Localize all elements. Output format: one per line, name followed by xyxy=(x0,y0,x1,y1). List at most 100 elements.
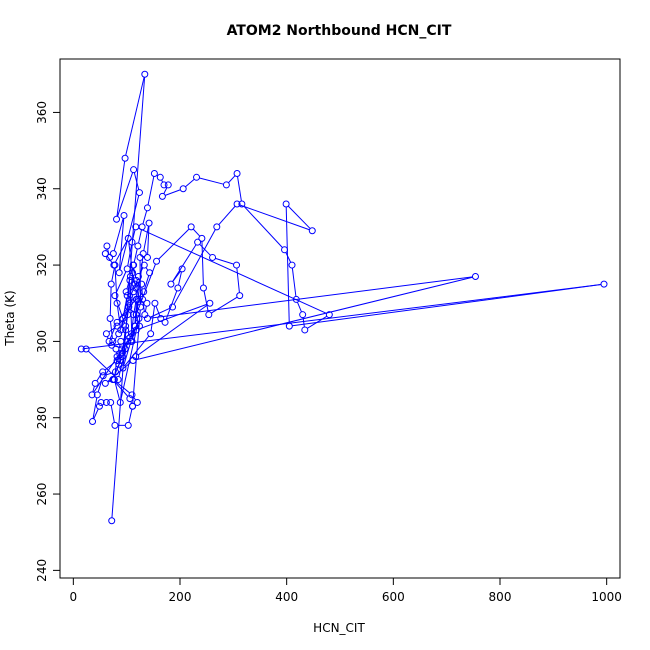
series-line-segment xyxy=(115,271,127,294)
series-line-segment xyxy=(158,228,190,260)
series-line-segment xyxy=(150,276,473,319)
data-point xyxy=(118,345,126,353)
series-line-segment xyxy=(111,267,115,282)
data-point xyxy=(113,356,121,364)
x-tick-label: 200 xyxy=(169,590,192,604)
y-tick-label: 240 xyxy=(35,559,49,582)
x-tick-label: 1000 xyxy=(591,590,622,604)
data-point xyxy=(143,315,151,322)
data-point xyxy=(77,345,85,353)
data-point xyxy=(123,265,131,273)
y-tick-label: 340 xyxy=(35,177,49,200)
series-line-segment xyxy=(133,248,138,263)
series-line-segment xyxy=(201,241,204,285)
series-line-segment xyxy=(108,327,115,333)
data-point xyxy=(292,295,300,303)
data-point xyxy=(127,330,135,338)
series-line-segment xyxy=(292,284,602,327)
series-line-segment xyxy=(155,305,161,316)
series-line-segment xyxy=(116,362,120,370)
data-point xyxy=(150,169,158,177)
data-point xyxy=(158,192,166,200)
data-point xyxy=(106,315,114,322)
data-point xyxy=(199,284,207,292)
data-point xyxy=(132,223,140,231)
data-point xyxy=(288,261,296,269)
data-point xyxy=(107,280,115,288)
data-point xyxy=(126,395,134,403)
data-point xyxy=(213,223,221,231)
series-line-segment xyxy=(115,381,130,394)
data-point xyxy=(299,311,307,319)
series-line-segment xyxy=(114,240,128,263)
data-point xyxy=(132,284,140,292)
data-point xyxy=(82,345,90,353)
data-point xyxy=(141,70,149,78)
series-line-segment xyxy=(92,397,98,419)
series-line-segment xyxy=(117,172,134,217)
data-point xyxy=(129,261,137,269)
data-point xyxy=(600,280,608,288)
data-point xyxy=(126,334,134,342)
series-line-segment xyxy=(141,287,143,297)
data-point xyxy=(285,322,293,330)
data-point xyxy=(130,311,138,319)
data-point xyxy=(128,391,136,399)
data-point xyxy=(132,353,140,361)
data-point xyxy=(206,299,214,307)
data-point xyxy=(130,166,138,174)
data-point xyxy=(129,402,137,410)
series-line-segment xyxy=(228,175,236,184)
data-point xyxy=(120,211,128,219)
y-tick-label: 260 xyxy=(35,483,49,506)
data-point xyxy=(135,189,143,197)
data-point xyxy=(193,173,201,181)
data-point xyxy=(124,421,132,429)
data-point xyxy=(143,253,151,261)
series-line-segment xyxy=(138,303,208,330)
y-tick-label: 300 xyxy=(35,330,49,353)
series-line-segment xyxy=(163,187,168,194)
data-point xyxy=(132,311,140,319)
data-point xyxy=(132,326,140,334)
y-axis: 240 260 280 300 320 340 360 xyxy=(35,101,61,582)
series-line-segment xyxy=(218,205,236,226)
data-point xyxy=(124,234,132,242)
data-point xyxy=(117,337,125,345)
data-point xyxy=(140,261,148,269)
x-tick-label: 400 xyxy=(275,590,298,604)
series-line-segment xyxy=(119,195,140,270)
data-point xyxy=(119,315,127,322)
series-line-segment xyxy=(137,304,208,356)
data-point xyxy=(138,280,146,288)
data-point xyxy=(143,299,151,307)
data-point xyxy=(109,250,117,258)
data-point xyxy=(113,322,121,330)
data-point xyxy=(134,242,142,250)
data-point xyxy=(107,398,115,406)
data-point xyxy=(146,269,154,277)
series-line-segment xyxy=(128,409,133,423)
data-point xyxy=(222,181,230,189)
series-line-segment xyxy=(92,386,95,393)
data-point xyxy=(113,299,121,307)
data-point xyxy=(194,238,202,246)
series-line-segment xyxy=(149,307,171,318)
series-line-segment xyxy=(133,302,137,312)
series-line-segment xyxy=(236,268,240,293)
x-tick-label: 600 xyxy=(382,590,405,604)
series-line-segment xyxy=(165,189,181,196)
y-tick-label: 360 xyxy=(35,101,49,124)
series-line-segment xyxy=(239,204,310,231)
series-line-segment xyxy=(173,229,216,305)
data-point xyxy=(233,261,241,269)
data-point xyxy=(151,299,159,307)
data-point xyxy=(124,337,132,345)
series-line-segment xyxy=(145,267,149,271)
data-point xyxy=(301,326,309,334)
series-line-segment xyxy=(144,306,147,312)
series-line-segment xyxy=(123,344,131,366)
data-point xyxy=(132,276,140,284)
